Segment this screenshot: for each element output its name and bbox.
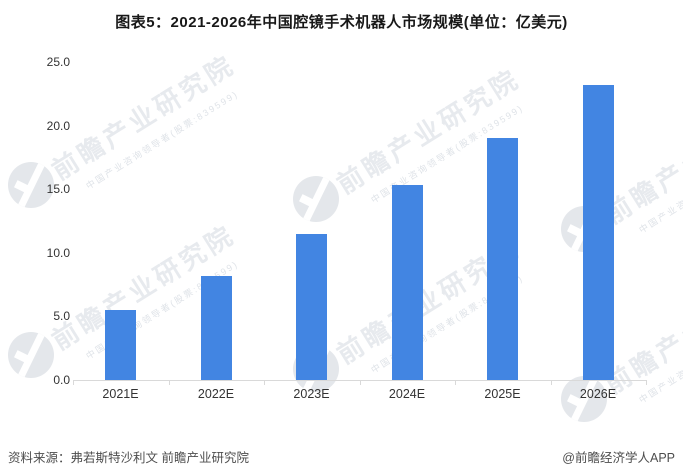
- x-tick-label: 2026E: [579, 387, 617, 401]
- y-tick-label: 20.0: [46, 118, 70, 133]
- axis-tick: [646, 380, 647, 385]
- chart-title: 图表5：2021-2026年中国腔镜手术机器人市场规模(单位：亿美元): [115, 14, 568, 31]
- x-tick-label: 2022E: [197, 387, 235, 401]
- bar-2023E: [296, 233, 328, 380]
- axis-tick: [264, 380, 265, 385]
- axis-tick: [73, 380, 74, 385]
- y-tick-label: 25.0: [46, 55, 70, 69]
- y-tick-label: 5.0: [53, 309, 70, 324]
- axis-tick: [455, 380, 456, 385]
- bar-2024E: [391, 185, 423, 380]
- bar-2022E: [200, 275, 232, 380]
- bar-2026E: [582, 84, 614, 380]
- y-tick-label: 10.0: [46, 245, 70, 260]
- brand-note: @前瞻经济学人APP: [562, 451, 675, 465]
- y-tick-label: 0.0: [53, 373, 70, 387]
- y-tick-label: 15.0: [46, 182, 70, 197]
- source-note: 资料来源：弗若斯特沙利文 前瞻产业研究院: [8, 451, 249, 465]
- x-tick-label: 2021E: [102, 387, 139, 401]
- axis-tick: [359, 380, 361, 385]
- x-tick-label: 2023E: [293, 387, 330, 401]
- axis-tick: [168, 380, 170, 385]
- x-tick-label: 2024E: [388, 387, 426, 401]
- bar-2021E: [105, 310, 137, 380]
- x-tick-label: 2025E: [484, 387, 521, 401]
- axis-tick: [550, 380, 552, 385]
- bar-2025E: [487, 138, 519, 380]
